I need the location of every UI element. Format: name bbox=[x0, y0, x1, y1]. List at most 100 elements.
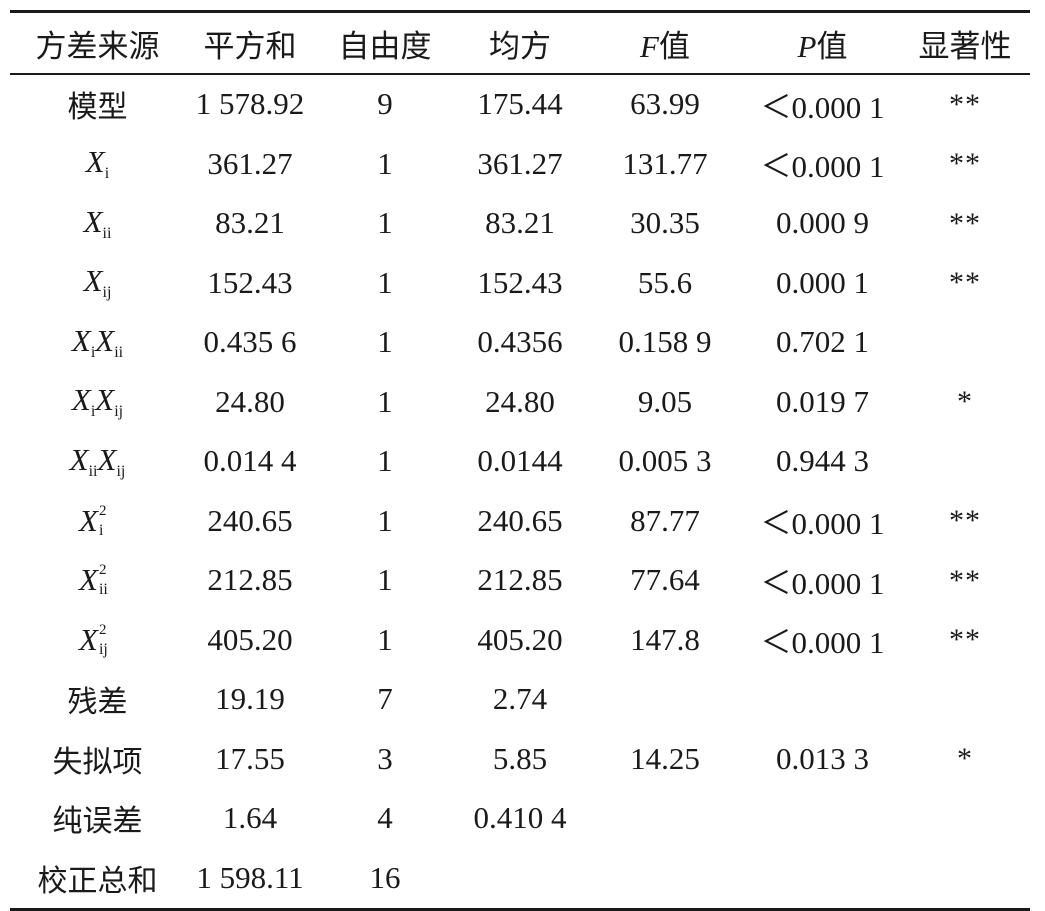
table-row: 失拟项 17.55 3 5.85 14.25 0.013 3 * bbox=[10, 729, 1030, 789]
table-row: 残差 19.19 7 2.74 bbox=[10, 670, 1030, 730]
cell-degrees-of-freedom: 1 bbox=[377, 383, 393, 419]
anova-table: 方差来源 平方和 自由度 均方 F值 P值 显著性 bbox=[10, 13, 1030, 73]
cell-source: 校正总和 bbox=[37, 863, 158, 899]
cell-degrees-of-freedom: 1 bbox=[377, 443, 393, 479]
table-row: X 2 ii 212.85 1 212.85 77.64 ＜0.000 1 ** bbox=[10, 551, 1030, 611]
cell-degrees-of-freedom: 1 bbox=[377, 621, 393, 657]
cell-source: XiXii bbox=[71, 322, 124, 361]
header-sum-of-squares: 平方和 bbox=[203, 28, 297, 65]
header-f-value: F值 bbox=[640, 28, 690, 65]
table-row: Xii 83.21 1 83.21 30.35 0.000 9 ** bbox=[10, 194, 1030, 254]
cell-mean-square: 405.20 bbox=[477, 621, 563, 657]
cell-source: 残差 bbox=[67, 685, 128, 721]
cell-sum-of-squares: 19.19 bbox=[215, 681, 285, 717]
table-row: 校正总和 1 598.11 16 bbox=[10, 848, 1030, 908]
cell-f-value: 63.99 bbox=[630, 86, 700, 122]
cell-significance: ** bbox=[949, 87, 981, 121]
cell-source: X 2 ij bbox=[79, 621, 108, 658]
cell-sum-of-squares: 212.85 bbox=[207, 562, 293, 598]
table-row: XiXii 0.435 6 1 0.4356 0.158 9 0.702 1 bbox=[10, 313, 1030, 373]
table-row: X 2 ij 405.20 1 405.20 147.8 ＜0.000 1 ** bbox=[10, 610, 1030, 670]
cell-significance: ** bbox=[949, 147, 981, 181]
cell-f-value: 55.6 bbox=[637, 264, 693, 300]
cell-f-value: 0.158 9 bbox=[618, 324, 712, 360]
cell-f-value bbox=[585, 789, 745, 849]
cell-f-value bbox=[585, 670, 745, 730]
header-significance: 显著性 bbox=[918, 28, 1012, 65]
cell-f-value: 77.64 bbox=[630, 562, 700, 598]
cell-mean-square: 175.44 bbox=[477, 86, 563, 122]
cell-mean-square: 212.85 bbox=[477, 562, 563, 598]
cell-source: X 2 ii bbox=[79, 562, 108, 599]
table-row: XiXij 24.80 1 24.80 9.05 0.019 7 * bbox=[10, 372, 1030, 432]
cell-sum-of-squares: 405.20 bbox=[207, 621, 293, 657]
cell-mean-square: 0.4356 bbox=[477, 324, 563, 360]
cell-p-value: ＜0.000 1 bbox=[760, 565, 885, 601]
cell-significance: ** bbox=[949, 206, 981, 240]
header-p-value: P值 bbox=[797, 28, 848, 65]
cell-p-value: 0.702 1 bbox=[776, 324, 869, 360]
cell-mean-square: 5.85 bbox=[492, 740, 548, 776]
cell-p-value: 0.944 3 bbox=[776, 443, 869, 479]
cell-p-value bbox=[745, 670, 900, 730]
header-degrees-of-freedom: 自由度 bbox=[338, 28, 432, 65]
cell-f-value: 0.005 3 bbox=[618, 443, 712, 479]
header-row: 方差来源 平方和 自由度 均方 F值 P值 显著性 bbox=[10, 13, 1030, 73]
cell-degrees-of-freedom: 3 bbox=[377, 740, 393, 776]
table-row: Xij 152.43 1 152.43 55.6 0.000 1 ** bbox=[10, 253, 1030, 313]
table-row: XiiXij 0.014 4 1 0.0144 0.005 3 0.944 3 bbox=[10, 432, 1030, 492]
cell-source: 失拟项 bbox=[52, 744, 143, 780]
top-rule bbox=[10, 10, 1030, 13]
cell-p-value: ＜0.000 1 bbox=[760, 506, 885, 542]
cell-mean-square: 2.74 bbox=[492, 681, 548, 717]
anova-table-container: 方差来源 平方和 自由度 均方 F值 P值 显著性 模型 1 578.92 9 175… bbox=[10, 10, 1030, 911]
cell-source: 模型 bbox=[67, 90, 128, 126]
cell-significance: * bbox=[957, 385, 973, 419]
cell-p-value: ＜0.000 1 bbox=[760, 625, 885, 661]
cell-mean-square: 240.65 bbox=[477, 502, 563, 538]
header-source: 方差来源 bbox=[35, 28, 160, 65]
cell-sum-of-squares: 361.27 bbox=[207, 145, 293, 181]
cell-degrees-of-freedom: 1 bbox=[377, 205, 393, 241]
cell-degrees-of-freedom: 1 bbox=[377, 562, 393, 598]
cell-source: XiiXij bbox=[69, 441, 126, 480]
cell-mean-square: 152.43 bbox=[477, 264, 563, 300]
cell-degrees-of-freedom: 1 bbox=[377, 502, 393, 538]
cell-sum-of-squares: 83.21 bbox=[215, 205, 285, 241]
table-row: 模型 1 578.92 9 175.44 63.99 ＜0.000 1 ** bbox=[10, 75, 1030, 135]
cell-f-value: 131.77 bbox=[622, 145, 708, 181]
cell-source: Xi bbox=[85, 144, 110, 183]
cell-degrees-of-freedom: 1 bbox=[377, 145, 393, 181]
cell-mean-square: 24.80 bbox=[485, 383, 555, 419]
cell-p-value: 0.000 1 bbox=[776, 264, 869, 300]
cell-sum-of-squares: 24.80 bbox=[215, 383, 285, 419]
cell-degrees-of-freedom: 7 bbox=[377, 681, 393, 717]
cell-degrees-of-freedom: 9 bbox=[377, 86, 393, 122]
cell-degrees-of-freedom: 1 bbox=[377, 324, 393, 360]
cell-significance bbox=[900, 670, 1030, 730]
anova-table-body: 模型 1 578.92 9 175.44 63.99 ＜0.000 1 ** Xi 361.27… bbox=[10, 75, 1030, 908]
cell-p-value: 0.013 3 bbox=[776, 740, 869, 776]
cell-p-value: ＜0.000 1 bbox=[760, 89, 885, 125]
cell-significance bbox=[900, 848, 1030, 908]
cell-degrees-of-freedom: 1 bbox=[377, 264, 393, 300]
cell-p-value: 0.019 7 bbox=[776, 383, 869, 419]
cell-significance: ** bbox=[949, 563, 981, 597]
cell-f-value: 14.25 bbox=[630, 740, 700, 776]
cell-f-value bbox=[585, 848, 745, 908]
cell-sum-of-squares: 1.64 bbox=[222, 800, 278, 836]
cell-mean-square: 0.410 4 bbox=[473, 800, 567, 836]
cell-source: Xii bbox=[83, 203, 112, 242]
cell-f-value: 30.35 bbox=[630, 205, 700, 241]
table-row: 纯误差 1.64 4 0.410 4 bbox=[10, 789, 1030, 849]
cell-p-value: 0.000 9 bbox=[776, 205, 869, 241]
cell-sum-of-squares: 240.65 bbox=[207, 502, 293, 538]
cell-sum-of-squares: 0.014 4 bbox=[203, 443, 297, 479]
cell-degrees-of-freedom: 16 bbox=[369, 859, 401, 895]
cell-mean-square: 83.21 bbox=[485, 205, 555, 241]
cell-sum-of-squares: 1 578.92 bbox=[195, 86, 305, 122]
cell-f-value: 9.05 bbox=[637, 383, 693, 419]
cell-p-value: ＜0.000 1 bbox=[760, 149, 885, 185]
cell-sum-of-squares: 152.43 bbox=[207, 264, 293, 300]
header-mean-square: 均方 bbox=[489, 28, 551, 65]
